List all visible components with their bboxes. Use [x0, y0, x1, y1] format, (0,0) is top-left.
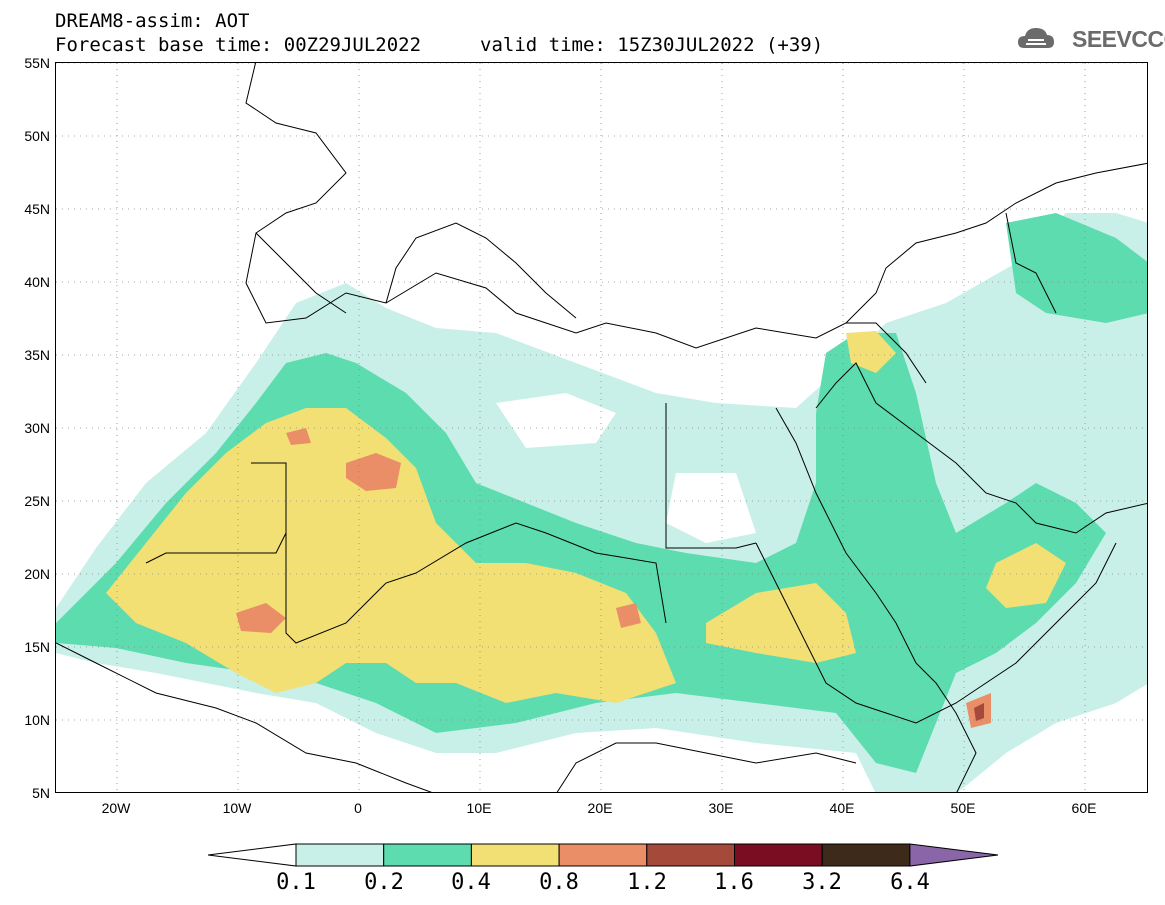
aot-0.4-region	[846, 331, 896, 373]
colorbar-low-arrow	[208, 843, 297, 867]
colorbar-swatch	[470, 843, 560, 867]
lon-label: 60E	[1071, 800, 1097, 816]
colorbar-swatch	[295, 843, 385, 867]
aot-0.4-region	[706, 583, 856, 663]
lat-label: 55N	[24, 55, 50, 71]
colorbar-swatch	[383, 843, 472, 867]
colorbar-label: 3.2	[802, 870, 842, 895]
logo-text: SEEVCCC	[1072, 26, 1165, 52]
valid-time: valid time: 15Z30JUL2022 (+39)	[480, 34, 824, 56]
lon-label: 50E	[950, 800, 976, 816]
lat-label: 50N	[24, 128, 50, 144]
lon-label: 20W	[101, 800, 131, 816]
colorbar-label: 0.8	[539, 870, 579, 895]
colorbar-label: 1.6	[714, 870, 754, 895]
lat-label: 40N	[24, 274, 50, 290]
colorbar-label: 0.4	[451, 870, 491, 895]
lat-label: 10N	[24, 712, 50, 728]
lon-label: 20E	[587, 800, 613, 816]
lat-label: 45N	[24, 201, 50, 217]
lon-label: 10E	[466, 800, 492, 816]
aot-0.4-region	[986, 543, 1066, 608]
colorbar-swatch	[646, 843, 735, 867]
clear-area	[666, 473, 756, 543]
colorbar-swatch	[734, 843, 823, 867]
lon-label: 30E	[708, 800, 734, 816]
colorbar-label: 0.1	[276, 870, 316, 895]
aot-0.8-region	[286, 428, 311, 445]
aot-1.2-region	[974, 703, 984, 721]
lat-label: 30N	[24, 420, 50, 436]
aot-0.2-region	[1006, 213, 1147, 323]
colorbar-high-arrow	[909, 843, 999, 867]
lon-label: 10W	[222, 800, 252, 816]
cloud-icon	[1018, 28, 1054, 48]
colorbar-swatch	[558, 843, 648, 867]
colorbar-label: 1.2	[627, 870, 667, 895]
lat-label: 5N	[32, 785, 50, 801]
map-panel	[55, 62, 1148, 793]
colorbar-label: 0.2	[364, 870, 404, 895]
lon-label: 0	[354, 800, 362, 816]
gridlines	[56, 63, 1147, 792]
aot-0.8-region	[236, 603, 286, 633]
lat-label: 35N	[24, 347, 50, 363]
aot-0.8-region	[346, 453, 401, 491]
lat-label: 15N	[24, 639, 50, 655]
aot-map	[56, 63, 1147, 792]
clear-area	[496, 393, 616, 448]
lat-label: 25N	[24, 493, 50, 509]
colorbar-swatch	[821, 843, 911, 867]
aot-0.8-region	[616, 603, 641, 628]
colorbar-label: 6.4	[890, 870, 930, 895]
map-title: DREAM8-assim: AOT	[55, 10, 250, 32]
coastlines	[56, 63, 1147, 792]
lon-label: 40E	[829, 800, 855, 816]
forecast-base-time: Forecast base time: 00Z29JUL2022	[55, 34, 422, 56]
dust-field	[56, 213, 1147, 792]
lat-label: 20N	[24, 566, 50, 582]
colorbar	[208, 843, 999, 867]
